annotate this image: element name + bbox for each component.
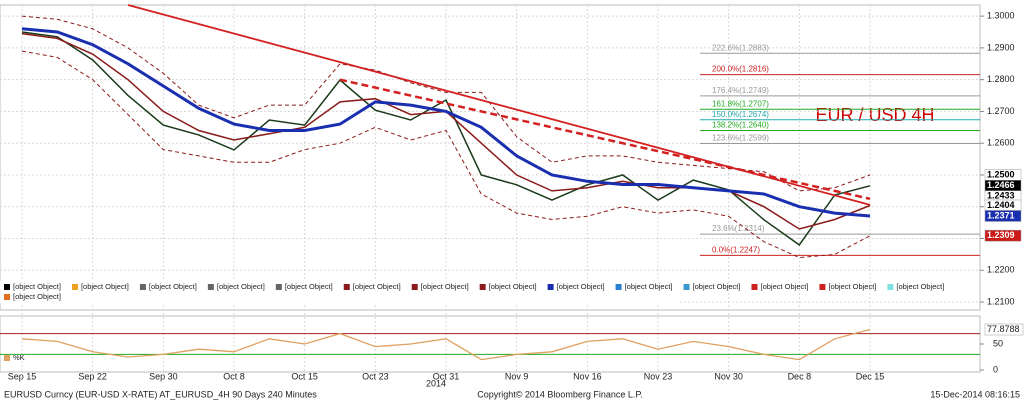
x-tick-label: Sep 22 (78, 371, 107, 381)
x-tick-label: Sep 30 (149, 371, 178, 381)
y-tick-label: 1.2200 (987, 265, 1015, 275)
legend-swatch (71, 284, 78, 290)
legend-swatch (819, 284, 826, 290)
legend-label: [object Object] (489, 282, 537, 291)
legend-swatch (207, 284, 214, 290)
legend-label: [object Object] (217, 282, 265, 291)
x-tick-label: Sep 15 (8, 371, 37, 381)
fib-label: 200.0%(1.2816) (712, 65, 769, 74)
osc-tag-label: 77.8788 (987, 324, 1020, 334)
y-tick-label: 1.2700 (987, 106, 1015, 116)
legend-swatch (751, 284, 758, 290)
legend-swatch (411, 284, 418, 290)
osc-tag-box (984, 323, 1024, 336)
legend-swatch (887, 284, 894, 290)
series-line (21, 15, 871, 192)
price-tag-label: 1.2371 (987, 210, 1015, 220)
legend-swatch (4, 294, 10, 300)
legend-swatch (343, 284, 350, 290)
footer-right: 15-Dec-2014 08:16:15 (930, 389, 1020, 399)
legend-label: [object Object] (13, 282, 61, 291)
series-line (21, 27, 871, 218)
price-tag-label: 1.2309 (987, 230, 1015, 240)
x-tick-label: Nov 23 (644, 371, 673, 381)
price-tag-box (984, 229, 1022, 242)
price-tag-label: 1.2500 (987, 169, 1015, 179)
series-line (21, 50, 871, 259)
legend-swatch (615, 284, 622, 290)
fib-label: 161.8%(1.2707) (712, 99, 769, 108)
legend-label: [object Object] (625, 282, 673, 291)
y-tick-label: 1.3000 (987, 10, 1015, 20)
legend-swatch (547, 284, 554, 290)
chart-title: EUR / USD 4H (815, 105, 934, 125)
footer-left: EURUSD Curncy (EUR-USD X-RATE) AT_EURUSD… (4, 389, 317, 399)
price-tag-box (984, 210, 1022, 222)
fib-label: 222.6%(1.2883) (712, 43, 769, 52)
x-tick-label: Nov 16 (573, 371, 602, 381)
y-tick-label: 1.2900 (987, 42, 1015, 52)
trend-line (127, 4, 871, 206)
legend-label: [object Object] (13, 292, 61, 301)
y-tick-label: 1.2600 (987, 138, 1015, 148)
year-label: 2014 (426, 378, 446, 388)
footer-center: Copyright© 2014 Bloomberg Finance L.P. (477, 389, 643, 399)
legend-label: [object Object] (149, 282, 197, 291)
x-tick-label: Dec 15 (856, 371, 885, 381)
main-panel (0, 4, 981, 311)
price-tag-label: 1.2404 (987, 200, 1015, 210)
y-tick-label: 1.2800 (987, 74, 1015, 84)
osc-line (21, 328, 871, 361)
fib-label: 138.2%(1.2640) (712, 121, 769, 130)
x-tick-label: Nov 30 (714, 371, 743, 381)
x-tick-label: Nov 9 (505, 371, 529, 381)
x-tick-label: Oct 15 (291, 371, 318, 381)
legend-label: [object Object] (557, 282, 605, 291)
fib-label: 0.0%(1.2247) (712, 245, 760, 254)
legend-label: [object Object] (693, 282, 741, 291)
legend-swatch (683, 284, 690, 290)
fib-label: 123.6%(1.2599) (712, 134, 769, 143)
y-tick-label: 1.2100 (987, 296, 1015, 306)
price-tag-label: 1.2466 (987, 180, 1015, 190)
x-tick-label: Oct 31 (433, 371, 460, 381)
osc-legend-swatch (4, 355, 10, 361)
legend-label: [object Object] (828, 282, 876, 291)
legend-label: [object Object] (81, 282, 129, 291)
trend-line (339, 78, 871, 201)
legend-swatch (479, 284, 486, 290)
legend-label: [object Object] (353, 282, 401, 291)
legend-label: [object Object] (285, 282, 333, 291)
x-tick-label: Oct 8 (223, 371, 245, 381)
osc-legend-label: %K (13, 353, 25, 362)
legend-bg (0, 281, 680, 303)
price-tag-label: 1.2433 (987, 191, 1015, 201)
legend-swatch (275, 284, 282, 290)
osc-tick-label: 0 (993, 364, 998, 374)
legend-swatch (139, 284, 146, 290)
legend-label: [object Object] (421, 282, 469, 291)
legend-label: [object Object] (896, 282, 944, 291)
fib-label: 23.6%(1.2314) (712, 224, 765, 233)
fib-label: 176.4%(1.2749) (712, 86, 769, 95)
osc-tick-label: 50 (993, 338, 1003, 348)
fib-label: 150.0%(1.2674) (712, 110, 769, 119)
x-tick-label: Oct 23 (362, 371, 389, 381)
legend-swatch (4, 284, 10, 290)
x-tick-label: Dec 8 (788, 371, 812, 381)
legend-label: [object Object] (760, 282, 808, 291)
